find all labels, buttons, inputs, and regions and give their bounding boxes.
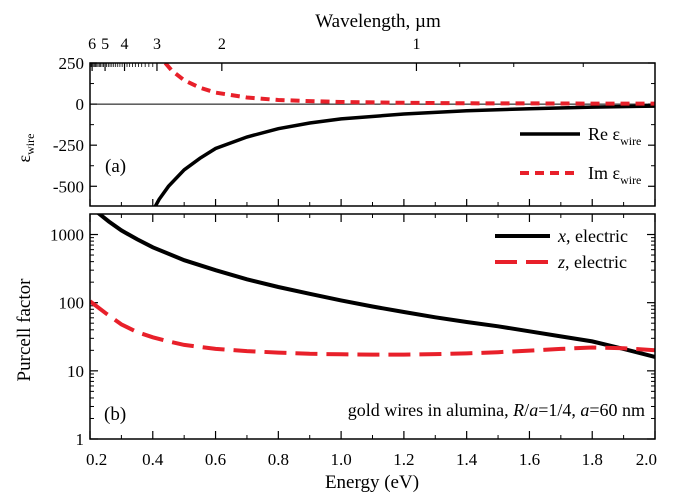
top-tick-label: 6 <box>88 36 96 53</box>
panel-b-frame <box>89 213 656 440</box>
panel-b-ytick-label: 1 <box>76 430 85 449</box>
panel-b-label: (b) <box>104 404 126 425</box>
panel-b-xtick-label: 1.2 <box>393 450 414 469</box>
panel-a-yticks: 250 0 -250 -500 <box>53 54 655 196</box>
top-tick-label: 3 <box>153 36 161 53</box>
series-im-eps-line <box>163 63 655 106</box>
panel-a-label: (a) <box>105 156 126 177</box>
series-x-electric-line <box>96 214 655 359</box>
legend-re-eps-label: Re εwire <box>588 124 641 148</box>
panel-b: Purcell factor 1 10 100 1000 0.2 0.4 0.6 0.8 1.… <box>14 213 657 493</box>
panel-a-ytick-label: -500 <box>53 177 84 196</box>
panel-b-ylabel: Purcell factor <box>14 278 35 382</box>
panel-b-xtick-label: 2.0 <box>636 450 657 469</box>
panel-b-xlabel: Energy (eV) <box>325 472 419 493</box>
panel-a-ytick-label: 250 <box>59 54 85 73</box>
panel-b-xtick-label: 0.8 <box>268 450 289 469</box>
top-tick-label: 2 <box>218 36 226 53</box>
panel-a-frame <box>89 62 656 207</box>
panel-b-xtick-label: 0.4 <box>142 450 164 469</box>
panel-b-ytick-label: 1000 <box>50 226 84 245</box>
top-tick-label: 5 <box>101 36 109 53</box>
panel-b-xtick-label: 1.4 <box>456 450 478 469</box>
panel-a-ylabel: εwire <box>14 134 37 163</box>
panel-b-xtick-label: 0.2 <box>86 450 107 469</box>
panel-b-annotation: gold wires in alumina, R/a=1/4, a=60 nm <box>348 400 645 420</box>
panel-b-xtick-label: 1.6 <box>519 450 540 469</box>
series-re-eps-line <box>153 104 655 206</box>
panel-b-xtick-label: 0.6 <box>205 450 226 469</box>
panel-b-ytick-label: 10 <box>67 362 84 381</box>
panel-b-xticks: 0.2 0.4 0.6 0.8 1.0 1.2 1.4 1.6 1.8 2.0 <box>86 214 657 469</box>
legend-im-eps-label: Im εwire <box>588 163 641 187</box>
legend-x-electric-label: x, electric <box>557 226 628 246</box>
panel-b-ytick-label: 100 <box>59 294 85 313</box>
panel-b-yticks: 1 10 100 1000 <box>50 213 655 449</box>
top-tick-label: 4 <box>121 36 129 53</box>
panel-a-xticks <box>89 199 656 206</box>
series-z-electric-line <box>90 299 655 357</box>
panel-b-xtick-label: 1.0 <box>330 450 351 469</box>
top-axis-title: Wavelength, µm <box>315 11 441 32</box>
panel-a-ytick-label: -250 <box>53 136 84 155</box>
panel-a-ytick-label: 0 <box>76 95 85 114</box>
legend-z-electric-label: z, electric <box>557 252 627 272</box>
panel-b-legend: x, electric z, electric <box>495 226 628 272</box>
panel-a-legend: Re εwire Im εwire <box>520 124 641 187</box>
panel-b-xtick-label: 1.8 <box>582 450 603 469</box>
top-tick-label: 1 <box>412 36 420 53</box>
